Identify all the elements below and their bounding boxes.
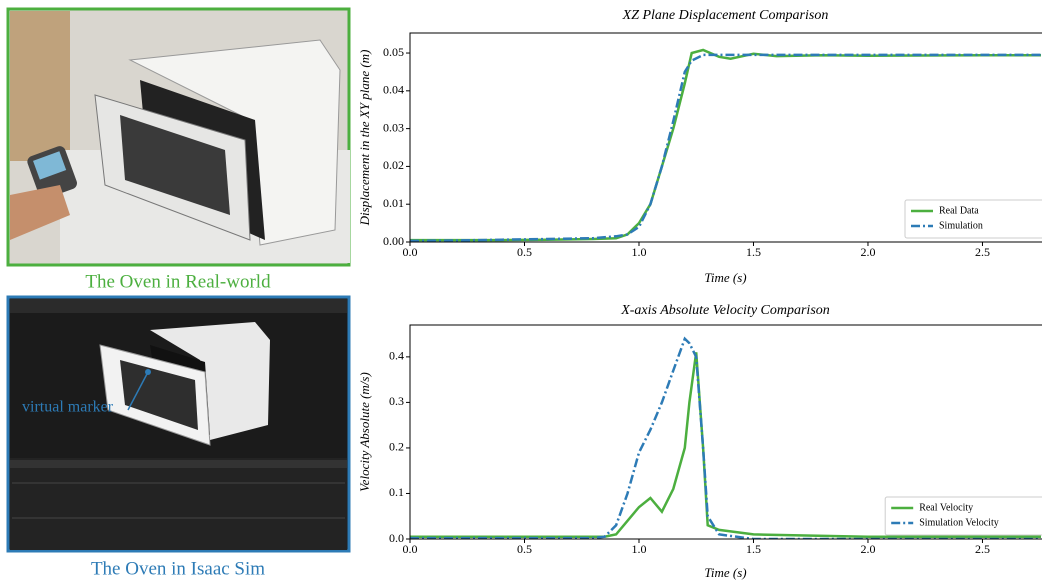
y-axis-label: Velocity Absolute (m/s) [357, 372, 372, 492]
plot-frame [409, 324, 1042, 540]
chart-title: XZ Plane Displacement Comparison [622, 8, 829, 23]
x-tick-label: 0.5 [517, 542, 532, 556]
x-tick-label: 0.0 [403, 245, 418, 259]
x-tick-label: 2.5 [975, 542, 990, 556]
marker-label: virtual marker [22, 399, 114, 416]
chart-title: X-axis Absolute Velocity Comparison [620, 303, 830, 318]
y-tick-label: 0.00 [383, 234, 404, 248]
x-tick-label: 2.0 [860, 542, 875, 556]
y-tick-label: 0.0 [389, 531, 404, 545]
x-tick-label: 1.5 [746, 245, 761, 259]
x-tick-label: 2.0 [860, 245, 875, 259]
y-tick-label: 0.03 [383, 120, 404, 134]
sim-caption: The Oven in Isaac Sim [91, 558, 265, 579]
plot-area [410, 336, 1041, 539]
y-tick-label: 0.04 [383, 83, 404, 97]
legend-label: Real Data [939, 205, 979, 216]
y-tick-label: 0.4 [389, 349, 404, 363]
legend-label: Simulation Velocity [919, 517, 999, 528]
y-tick-label: 0.01 [383, 196, 404, 210]
sim-screenshot [6, 295, 351, 553]
x-tick-label: 2.5 [975, 245, 990, 259]
real-caption: The Oven in Real-world [85, 271, 271, 292]
y-tick-label: 0.05 [383, 45, 404, 59]
legend-box [884, 496, 1042, 536]
legend-box [904, 199, 1042, 239]
y-tick-label: 0.1 [389, 485, 404, 499]
y-tick-label: 0.02 [383, 158, 404, 172]
legend-label: Simulation [939, 220, 983, 231]
plot-frame [409, 32, 1042, 243]
y-tick-label: 0.2 [389, 440, 404, 454]
x-tick-label: 1.0 [631, 245, 646, 259]
x-tick-label: 0.0 [403, 542, 418, 556]
x-tick-label: 1.0 [631, 542, 646, 556]
legend-label: Real Velocity [919, 502, 973, 513]
x-axis-label: Time (s) [704, 565, 746, 580]
series-line [410, 53, 1041, 242]
real-photo [6, 7, 351, 267]
x-axis-label: Time (s) [704, 270, 746, 285]
x-tick-label: 0.5 [517, 245, 532, 259]
y-axis-label: Displacement in the XY plane (m) [357, 50, 372, 227]
plot-area [410, 48, 1041, 242]
series-line [410, 336, 1041, 539]
y-tick-label: 0.3 [389, 394, 404, 408]
x-tick-label: 1.5 [746, 542, 761, 556]
